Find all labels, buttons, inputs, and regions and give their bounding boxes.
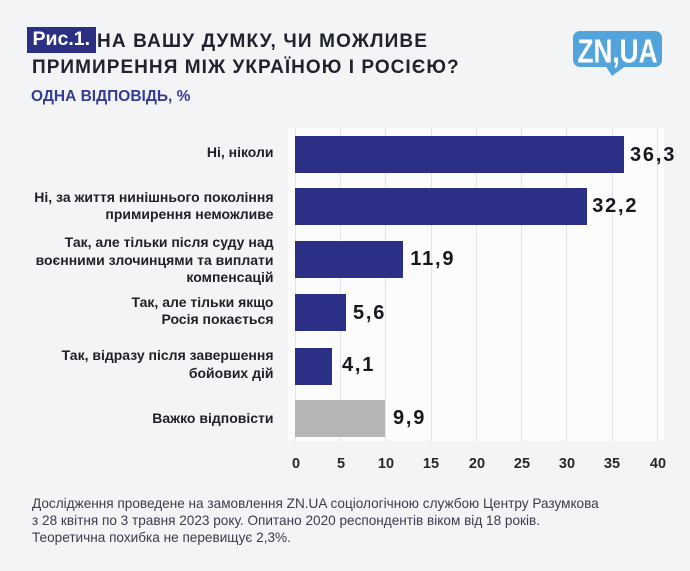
svg-text:ZN,UA: ZN,UA — [578, 33, 658, 70]
